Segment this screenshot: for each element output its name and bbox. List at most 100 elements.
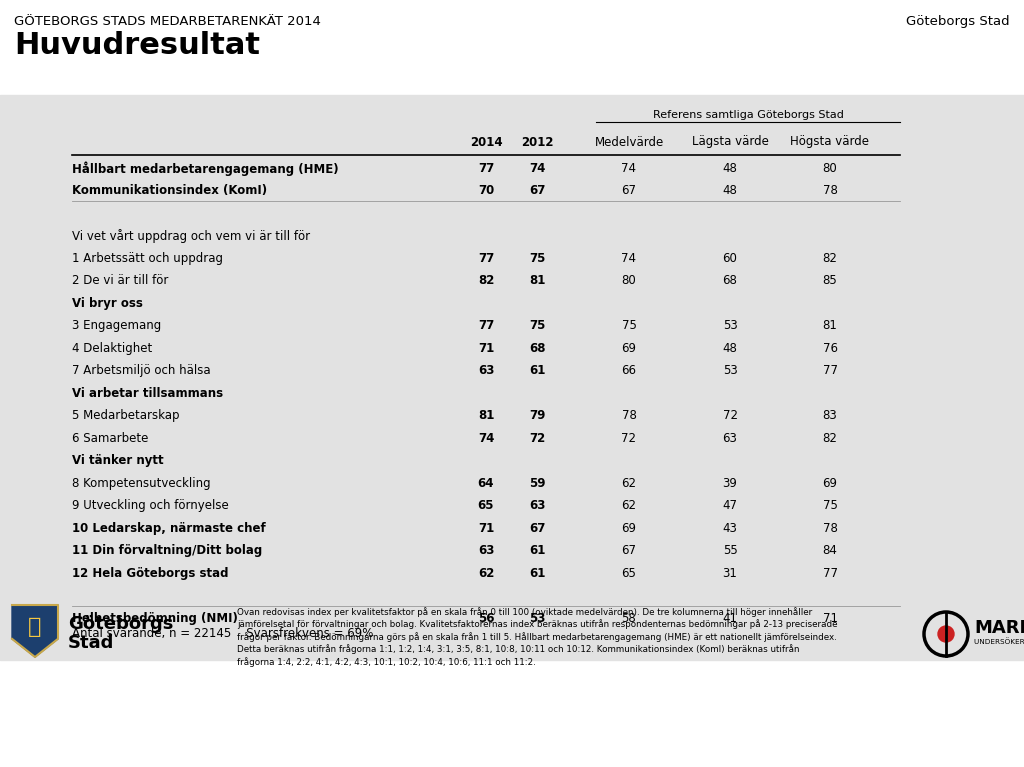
Text: 68: 68 [528, 342, 545, 355]
Text: 63: 63 [478, 364, 495, 377]
Text: 7 Arbetsmiljö och hälsa: 7 Arbetsmiljö och hälsa [72, 364, 211, 377]
Text: 8 Kompetensutveckling: 8 Kompetensutveckling [72, 477, 211, 490]
Text: Kommunikationsindex (KomI): Kommunikationsindex (KomI) [72, 184, 267, 197]
Text: 62: 62 [478, 567, 495, 580]
Text: 58: 58 [622, 612, 636, 625]
Circle shape [938, 626, 954, 642]
Text: 67: 67 [528, 184, 545, 197]
Text: 82: 82 [822, 252, 838, 265]
Text: 10 Ledarskap, närmaste chef: 10 Ledarskap, närmaste chef [72, 522, 266, 535]
Text: 72: 72 [723, 410, 737, 423]
Text: 72: 72 [622, 432, 637, 445]
Text: 65: 65 [478, 499, 495, 512]
Text: 𝕷: 𝕷 [29, 617, 42, 637]
Text: 63: 63 [723, 432, 737, 445]
Text: 39: 39 [723, 477, 737, 490]
Text: 41: 41 [723, 612, 737, 625]
Text: 67: 67 [622, 545, 637, 558]
Text: 2 De vi är till för: 2 De vi är till för [72, 275, 168, 288]
Text: 80: 80 [622, 275, 636, 288]
Text: Antal svarande, n = 22145    Svarsfrekvens = 69%: Antal svarande, n = 22145 Svarsfrekvens … [72, 627, 374, 640]
Text: 78: 78 [822, 184, 838, 197]
Text: 61: 61 [528, 364, 545, 377]
Text: Lägsta värde: Lägsta värde [691, 136, 768, 149]
Text: 77: 77 [478, 252, 495, 265]
Text: 80: 80 [822, 162, 838, 175]
Text: Vi tänker nytt: Vi tänker nytt [72, 454, 164, 467]
Text: 66: 66 [622, 364, 637, 377]
Text: 77: 77 [822, 364, 838, 377]
Text: 4 Delaktighet: 4 Delaktighet [72, 342, 153, 355]
Text: 48: 48 [723, 342, 737, 355]
Text: 72: 72 [528, 432, 545, 445]
Text: 69: 69 [822, 477, 838, 490]
Text: 62: 62 [622, 499, 637, 512]
Text: Vi vet vårt uppdrag och vem vi är till för: Vi vet vårt uppdrag och vem vi är till f… [72, 229, 310, 242]
Text: 3 Engagemang: 3 Engagemang [72, 319, 161, 332]
Text: 53: 53 [528, 612, 545, 625]
Text: 12 Hela Göteborgs stad: 12 Hela Göteborgs stad [72, 567, 228, 580]
Text: Detta beräknas utifrån frågorna 1:1, 1:2, 1:4, 3:1, 3:5, 8:1, 10:8, 10:11 och 10: Detta beräknas utifrån frågorna 1:1, 1:2… [237, 644, 800, 654]
Text: 74: 74 [528, 162, 545, 175]
Text: Vi bryr oss: Vi bryr oss [72, 297, 143, 310]
Text: jämförelsetal för förvaltningar och bolag. Kvalitetsfaktorernas index beräknas u: jämförelsetal för förvaltningar och bola… [237, 620, 838, 630]
Text: 81: 81 [528, 275, 545, 288]
Text: 74: 74 [622, 162, 637, 175]
Text: 9 Utveckling och förnyelse: 9 Utveckling och förnyelse [72, 499, 228, 512]
Text: frågorna 1:4, 2:2, 4:1, 4:2, 4:3, 10:1, 10:2, 10:4, 10:6, 11:1 och 11:2.: frågorna 1:4, 2:2, 4:1, 4:2, 4:3, 10:1, … [237, 657, 536, 667]
Text: 76: 76 [822, 342, 838, 355]
Text: 11 Din förvaltning/Ditt bolag: 11 Din förvaltning/Ditt bolag [72, 545, 262, 558]
Text: Göteborgs: Göteborgs [68, 615, 173, 633]
Text: 77: 77 [478, 319, 495, 332]
Text: 48: 48 [723, 184, 737, 197]
Text: 63: 63 [478, 545, 495, 558]
Text: 6 Samarbete: 6 Samarbete [72, 432, 148, 445]
Text: 75: 75 [528, 252, 545, 265]
Text: 75: 75 [528, 319, 545, 332]
Text: 47: 47 [723, 499, 737, 512]
Text: 77: 77 [822, 567, 838, 580]
Text: 67: 67 [622, 184, 637, 197]
Text: 31: 31 [723, 567, 737, 580]
Text: 5 Medarbetarskap: 5 Medarbetarskap [72, 410, 179, 423]
Text: 70: 70 [478, 184, 495, 197]
Text: Göteborgs Stad: Göteborgs Stad [906, 15, 1010, 28]
Text: 69: 69 [622, 522, 637, 535]
Text: 75: 75 [822, 499, 838, 512]
Text: 82: 82 [822, 432, 838, 445]
Text: 79: 79 [528, 410, 545, 423]
Text: Högsta värde: Högsta värde [791, 136, 869, 149]
Text: 71: 71 [478, 342, 495, 355]
Text: Vi arbetar tillsammans: Vi arbetar tillsammans [72, 387, 223, 400]
Text: 60: 60 [723, 252, 737, 265]
Text: 43: 43 [723, 522, 737, 535]
Text: 53: 53 [723, 319, 737, 332]
Text: 71: 71 [478, 522, 495, 535]
Text: 83: 83 [822, 410, 838, 423]
Text: 82: 82 [478, 275, 495, 288]
Text: 74: 74 [622, 252, 637, 265]
Text: 2014: 2014 [470, 136, 503, 149]
Text: 77: 77 [478, 162, 495, 175]
Text: 2012: 2012 [521, 136, 553, 149]
Text: Ovan redovisas index per kvalitetsfaktor på en skala från 0 till 100 (oviktade m: Ovan redovisas index per kvalitetsfaktor… [237, 607, 812, 617]
Text: 81: 81 [478, 410, 495, 423]
Text: 55: 55 [723, 545, 737, 558]
Text: 71: 71 [822, 612, 838, 625]
Text: Huvudresultat: Huvudresultat [14, 31, 260, 60]
Text: 61: 61 [528, 545, 545, 558]
Text: 78: 78 [622, 410, 637, 423]
Text: 61: 61 [528, 567, 545, 580]
Text: 84: 84 [822, 545, 838, 558]
Text: Referens samtliga Göteborgs Stad: Referens samtliga Göteborgs Stad [652, 110, 844, 120]
Text: 65: 65 [622, 567, 637, 580]
Text: 85: 85 [822, 275, 838, 288]
Text: 68: 68 [723, 275, 737, 288]
Text: GÖTEBORGS STADS MEDARBETARENKÄT 2014: GÖTEBORGS STADS MEDARBETARENKÄT 2014 [14, 15, 321, 28]
Text: 69: 69 [622, 342, 637, 355]
Text: Hållbart medarbetarengagemang (HME): Hållbart medarbetarengagemang (HME) [72, 161, 339, 176]
Text: 64: 64 [478, 477, 495, 490]
Text: 75: 75 [622, 319, 637, 332]
Bar [0, 95, 1024, 660]
Text: 1 Arbetssätt och uppdrag: 1 Arbetssätt och uppdrag [72, 252, 223, 265]
